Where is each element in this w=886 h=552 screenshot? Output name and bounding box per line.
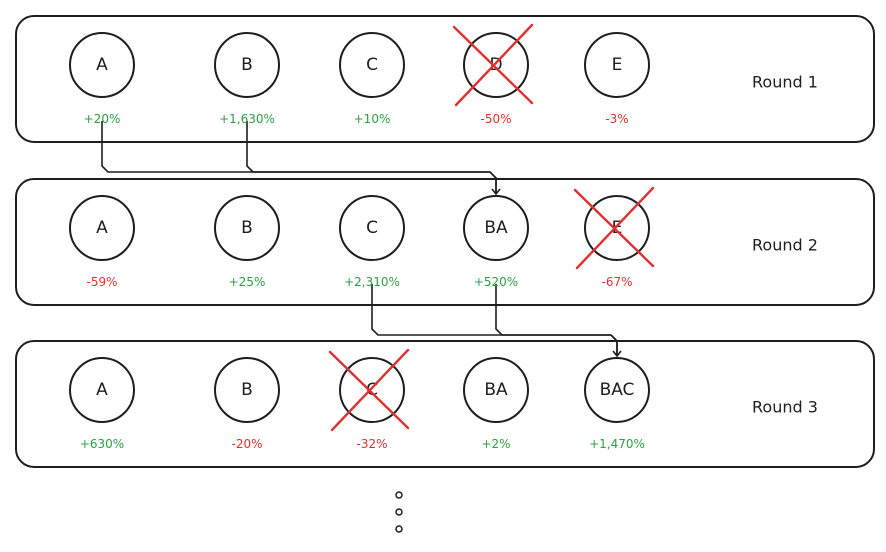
node-a: A -59% xyxy=(69,195,135,289)
node-a: A +630% xyxy=(69,357,135,451)
node-change-percent: +2,310% xyxy=(344,275,400,289)
node-circle xyxy=(69,357,135,423)
node-circle xyxy=(214,357,280,423)
node-circle xyxy=(584,32,650,98)
node-label: BAC xyxy=(600,380,635,400)
merge-connector-1 xyxy=(101,121,501,196)
node-label: B xyxy=(241,55,253,75)
round-title: Round 3 xyxy=(752,398,818,417)
node-circle xyxy=(463,32,529,98)
node-label: E xyxy=(612,55,623,75)
eliminated-cross-icon xyxy=(452,23,534,107)
node-change-percent: +1,630% xyxy=(219,112,275,126)
node-bac: BAC +1,470% xyxy=(584,357,650,451)
eliminated-cross-icon xyxy=(573,186,655,270)
node-change-percent: +630% xyxy=(80,437,124,451)
node-ba: BA +520% xyxy=(463,195,529,289)
node-label: A xyxy=(96,55,108,75)
node-change-percent: -20% xyxy=(231,437,262,451)
round-title: Round 2 xyxy=(752,236,818,255)
node-label: BA xyxy=(484,380,508,400)
node-change-percent: +520% xyxy=(474,275,518,289)
node-circle xyxy=(214,195,280,261)
node-change-percent: -3% xyxy=(605,112,628,126)
node-label: C xyxy=(366,55,378,75)
node-change-percent: -67% xyxy=(601,275,632,289)
node-label: BA xyxy=(484,218,508,238)
node-circle xyxy=(214,32,280,98)
node-label: B xyxy=(241,380,253,400)
rounds: Round 1A+20%B+1,630%C+10%D-50%E-3%Round … xyxy=(15,15,875,468)
node-change-percent: +25% xyxy=(229,275,266,289)
node-c: C +2,310% xyxy=(339,195,405,289)
node-b: B +1,630% xyxy=(214,32,280,126)
round-3: Round 3 A +630% B -20% C -32% BA +2% BAC +1,470% xyxy=(15,340,875,468)
node-change-percent: -32% xyxy=(356,437,387,451)
eliminated-cross-icon xyxy=(328,348,410,432)
merge-line xyxy=(101,121,497,194)
continuation-ellipsis-icon xyxy=(395,491,403,533)
node-circle xyxy=(584,357,650,423)
node-circle xyxy=(339,357,405,423)
node-circle xyxy=(339,195,405,261)
node-label: E xyxy=(612,218,623,238)
merge-line xyxy=(371,284,618,356)
node-label: C xyxy=(366,380,378,400)
node-label: C xyxy=(366,218,378,238)
round-2: Round 2 A -59% B +25% C +2,310% BA +520% E -67% xyxy=(15,178,875,306)
node-label: A xyxy=(96,380,108,400)
node-c: C -32% xyxy=(328,348,410,451)
node-c: C +10% xyxy=(339,32,405,126)
node-e: E -67% xyxy=(573,186,655,289)
node-circle xyxy=(463,195,529,261)
node-label: B xyxy=(241,218,253,238)
node-ba: BA +2% xyxy=(463,357,529,451)
node-change-percent: -50% xyxy=(480,112,511,126)
node-d: D-50% xyxy=(452,23,534,126)
node-circle xyxy=(463,357,529,423)
node-label: A xyxy=(96,218,108,238)
node-b: B +25% xyxy=(214,195,280,289)
round-title: Round 1 xyxy=(752,73,818,92)
node-a: A +20% xyxy=(69,32,135,126)
round-box xyxy=(15,15,875,143)
round-box xyxy=(15,178,875,306)
node-change-percent: +1,470% xyxy=(589,437,645,451)
merge-line xyxy=(246,121,501,196)
round-1: Round 1 A +20% B +1,630% C +10% D-50% E -3% xyxy=(15,15,875,143)
round-box xyxy=(15,340,875,468)
node-circle xyxy=(69,195,135,261)
node-change-percent: +10% xyxy=(354,112,391,126)
node-circle xyxy=(69,32,135,98)
merge-connector-2 xyxy=(371,284,622,358)
node-b: B -20% xyxy=(214,357,280,451)
merge-connectors xyxy=(101,121,622,358)
merge-line xyxy=(495,284,622,358)
node-circle xyxy=(339,32,405,98)
node-change-percent: -59% xyxy=(86,275,117,289)
node-circle xyxy=(584,195,650,261)
node-change-percent: +20% xyxy=(84,112,121,126)
node-change-percent: +2% xyxy=(481,437,510,451)
node-e: E -3% xyxy=(584,32,650,126)
